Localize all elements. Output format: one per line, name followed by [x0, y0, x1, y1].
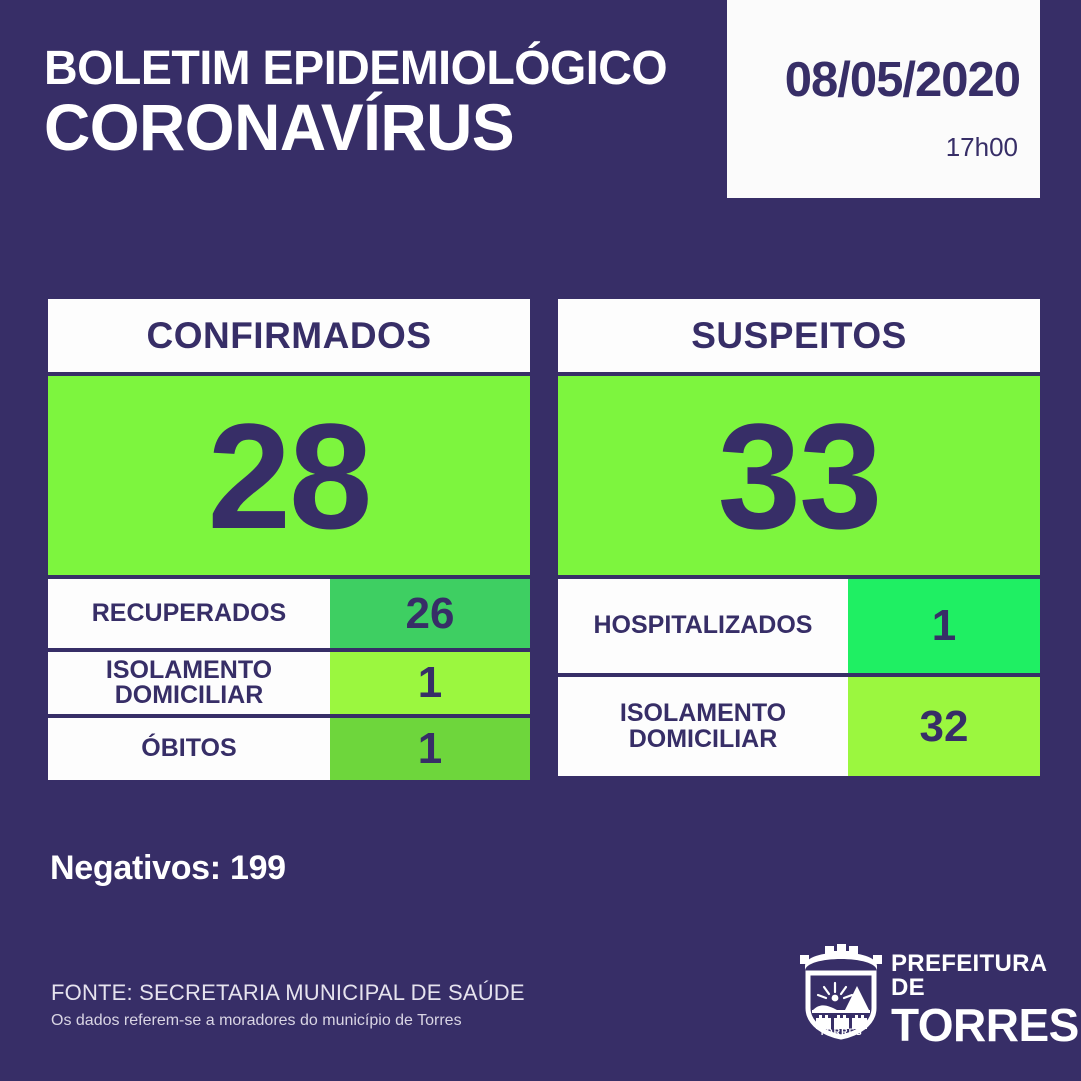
table-row: HOSPITALIZADOS 1	[558, 579, 1040, 673]
table-row: ISOLAMENTO DOMICILIAR 32	[558, 677, 1040, 776]
stat-card-suspeitos: SUSPEITOS 33 HOSPITALIZADOS 1 ISOLAMENTO…	[558, 299, 1040, 778]
row-label-isolamento-domiciliar: ISOLAMENTO DOMICILIAR	[558, 677, 848, 776]
svg-text:TORRES: TORRES	[819, 1027, 862, 1037]
card-title: SUSPEITOS	[691, 314, 907, 356]
bulletin-date: 08/05/2020	[784, 53, 1021, 107]
bulletin-time: 17h00	[945, 132, 1018, 162]
row-value-obitos: 1	[330, 718, 530, 780]
header: BOLETIM EPIDEMIOLÓGICO CORONAVÍRUS 08/05…	[0, 0, 1081, 215]
date-box: 08/05/2020 17h00	[727, 0, 1040, 198]
stat-card-confirmados: CONFIRMADOS 28 RECUPERADOS 26 ISOLAMENTO…	[48, 299, 530, 780]
row-label-hospitalizados: HOSPITALIZADOS	[558, 579, 848, 673]
row-label-isolamento-domiciliar: ISOLAMENTO DOMICILIAR	[48, 652, 330, 714]
card-title: CONFIRMADOS	[146, 314, 432, 356]
row-value-recuperados: 26	[330, 579, 530, 648]
coat-of-arms-icon: TORRES	[800, 944, 882, 1040]
card-big-value: 33	[717, 391, 883, 560]
table-row: RECUPERADOS 26	[48, 579, 530, 648]
table-row: ISOLAMENTO DOMICILIAR 1	[48, 652, 530, 714]
card-sub-rows: RECUPERADOS 26 ISOLAMENTO DOMICILIAR 1 Ó…	[48, 579, 530, 780]
negativos-summary: Negativos: 199	[50, 849, 286, 887]
footer-note-text: Os dados referem-se a moradores do munic…	[51, 1012, 462, 1029]
title-line-secondary: CORONAVÍRUS	[44, 90, 515, 165]
row-value-isolamento-domiciliar: 1	[330, 652, 530, 714]
footer-source-text: FONTE: SECRETARIA MUNICIPAL DE SAÚDE	[51, 980, 525, 1005]
logo-line-prefeitura: PREFEITURA DE	[891, 950, 1047, 1001]
prefeitura-logo: TORRES PREFEITURA DE TORRES	[795, 938, 1079, 1048]
row-value-isolamento-domiciliar: 32	[848, 677, 1040, 776]
logo-wordmark: PREFEITURA DE TORRES	[891, 952, 1079, 1049]
card-value-band: 28	[48, 376, 530, 575]
title-line-primary: BOLETIM EPIDEMIOLÓGICO	[44, 42, 668, 95]
row-label-obitos: ÓBITOS	[48, 718, 330, 780]
row-label-recuperados: RECUPERADOS	[48, 579, 330, 648]
card-title-band: CONFIRMADOS	[48, 299, 530, 372]
card-title-band: SUSPEITOS	[558, 299, 1040, 372]
table-row: ÓBITOS 1	[48, 718, 530, 780]
row-value-hospitalizados: 1	[848, 579, 1040, 673]
logo-line-torres: TORRES	[891, 999, 1079, 1051]
card-sub-rows: HOSPITALIZADOS 1 ISOLAMENTO DOMICILIAR 3…	[558, 579, 1040, 776]
card-value-band: 33	[558, 376, 1040, 575]
card-big-value: 28	[207, 391, 373, 560]
page-title: BOLETIM EPIDEMIOLÓGICO CORONAVÍRUS	[44, 42, 714, 165]
